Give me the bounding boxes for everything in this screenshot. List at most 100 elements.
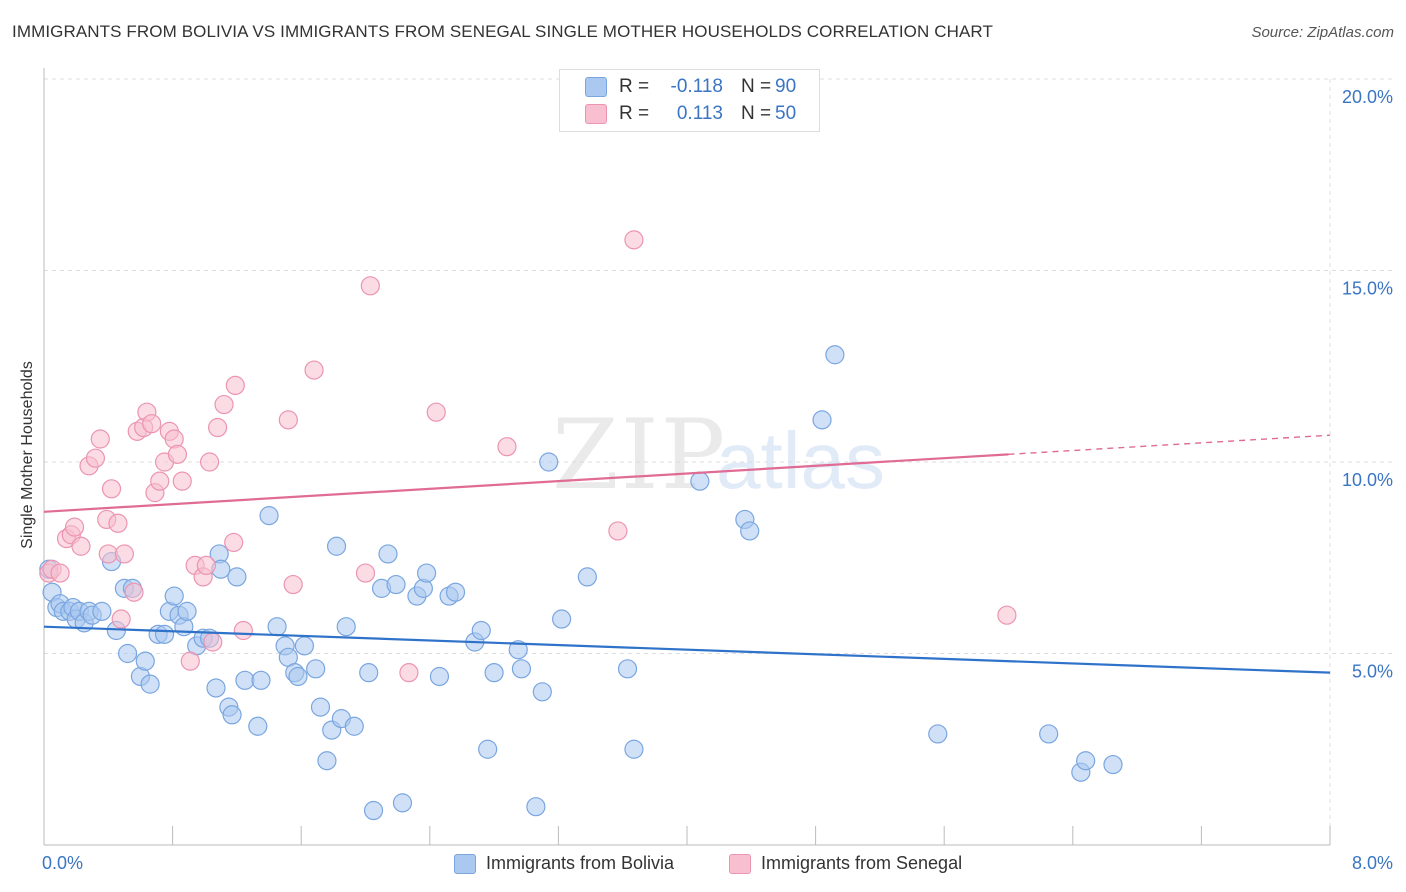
- bolivia-point: [227, 567, 247, 587]
- senegal-point: [233, 620, 253, 641]
- senegal-point: [71, 536, 91, 556]
- senegal-point: [399, 663, 419, 683]
- watermark: ZIP atlas: [552, 399, 885, 511]
- n-label: N =: [741, 76, 772, 97]
- bolivia-point: [336, 617, 356, 637]
- r-label: R =: [619, 103, 650, 124]
- r-label: R =: [619, 76, 650, 97]
- senegal-point: [203, 632, 223, 652]
- bolivia-point: [317, 751, 337, 771]
- bolivia-point: [259, 506, 279, 526]
- senegal-point: [142, 414, 162, 434]
- senegal-point: [150, 471, 170, 491]
- bolivia-point: [306, 659, 326, 679]
- senegal-point: [108, 513, 128, 533]
- senegal-point: [124, 582, 144, 602]
- senegal-point: [180, 651, 200, 671]
- senegal-legend-swatch: [729, 853, 751, 874]
- senegal-point: [608, 521, 628, 541]
- senegal-point: [624, 230, 644, 250]
- legend-row-bolivia: R = -0.118 N = 90: [560, 74, 796, 100]
- senegal-legend-label: Immigrants from Senegal: [761, 853, 963, 873]
- bolivia-point: [812, 410, 832, 430]
- n-label: N =: [741, 103, 772, 124]
- bolivia-point: [1039, 724, 1059, 744]
- y-tick-label: 15.0%: [1342, 279, 1393, 299]
- chart-title: IMMIGRANTS FROM BOLIVIA VS IMMIGRANTS FR…: [12, 22, 993, 41]
- senegal-point: [225, 375, 245, 395]
- bolivia-point: [539, 452, 559, 472]
- bolivia-point: [359, 663, 379, 683]
- bolivia-point: [235, 670, 255, 690]
- bolivia-point: [1076, 751, 1096, 771]
- bolivia-point: [248, 716, 268, 736]
- bolivia-point: [294, 636, 315, 656]
- senegal-points: [39, 230, 1017, 683]
- watermark-zip: ZIP: [552, 399, 727, 511]
- tick-labels: 5.0% 10.0% 15.0% 20.0% 0.0% 8.0%: [42, 87, 1393, 873]
- bolivia-point: [532, 682, 552, 702]
- senegal-point: [64, 517, 85, 537]
- senegal-point: [114, 544, 134, 564]
- y-tick-label: 10.0%: [1342, 470, 1393, 490]
- bolivia-point: [310, 697, 331, 717]
- axes: [43, 68, 1331, 846]
- bolivia-legend-swatch: [454, 853, 476, 874]
- bolivia-point: [508, 640, 528, 660]
- senegal-point: [497, 437, 517, 457]
- senegal-point: [196, 555, 216, 576]
- bolivia-point: [478, 739, 498, 759]
- bolivia-point: [363, 800, 384, 821]
- x-tick-label-min: 0.0%: [42, 853, 83, 873]
- bolivia-point: [392, 793, 413, 813]
- senegal-point: [50, 563, 70, 583]
- bolivia-point: [251, 670, 271, 690]
- bolivia-point: [416, 563, 437, 583]
- bolivia-point: [624, 739, 644, 759]
- bolivia-point: [526, 797, 546, 817]
- bolivia-point: [344, 716, 364, 736]
- n-value: 50: [775, 103, 797, 124]
- senegal-point: [101, 479, 122, 499]
- bolivia-point: [484, 663, 504, 683]
- legend-item-bolivia[interactable]: Immigrants from Bolivia: [454, 853, 674, 874]
- senegal-point: [224, 532, 244, 553]
- bolivia-point: [135, 651, 155, 671]
- trend-line-senegal: [43, 453, 1009, 513]
- bolivia-point: [267, 617, 287, 637]
- senegal-point: [360, 276, 380, 296]
- bolivia-point: [577, 567, 597, 587]
- bolivia-point: [378, 544, 398, 564]
- trend-line-senegal-extrapolated: [1008, 434, 1331, 456]
- bolivia-point: [429, 666, 450, 687]
- bolivia-point: [177, 601, 197, 621]
- senegal-point: [426, 402, 446, 422]
- bolivia-point: [140, 674, 160, 694]
- senegal-point: [208, 417, 228, 438]
- y-tick-label: 5.0%: [1352, 662, 1393, 682]
- bolivia-point: [206, 678, 226, 698]
- watermark-atlas: atlas: [716, 416, 885, 505]
- senegal-point: [214, 394, 234, 415]
- senegal-swatch: [585, 104, 607, 124]
- senegal-point: [283, 574, 303, 595]
- bolivia-point: [117, 643, 138, 664]
- bolivia-legend-label: Immigrants from Bolivia: [486, 853, 675, 873]
- x-tick-label-max: 8.0%: [1352, 853, 1393, 873]
- bolivia-point: [386, 574, 406, 595]
- bolivia-point: [690, 471, 710, 491]
- trend-lines: [43, 434, 1331, 674]
- trend-line-bolivia: [43, 625, 1331, 674]
- source-credit: Source: ZipAtlas.com: [1251, 24, 1394, 41]
- bolivia-point: [552, 609, 572, 629]
- senegal-point: [90, 429, 110, 449]
- legend-row-senegal: R = 0.113 N = 50: [560, 101, 796, 127]
- senegal-point: [85, 448, 106, 468]
- r-value: 0.113: [676, 103, 723, 124]
- senegal-point: [172, 471, 192, 491]
- bolivia-point: [928, 724, 948, 744]
- legend-item-senegal[interactable]: Immigrants from Senegal: [729, 853, 962, 874]
- bolivia-point: [222, 705, 242, 725]
- bolivia-point: [92, 601, 112, 621]
